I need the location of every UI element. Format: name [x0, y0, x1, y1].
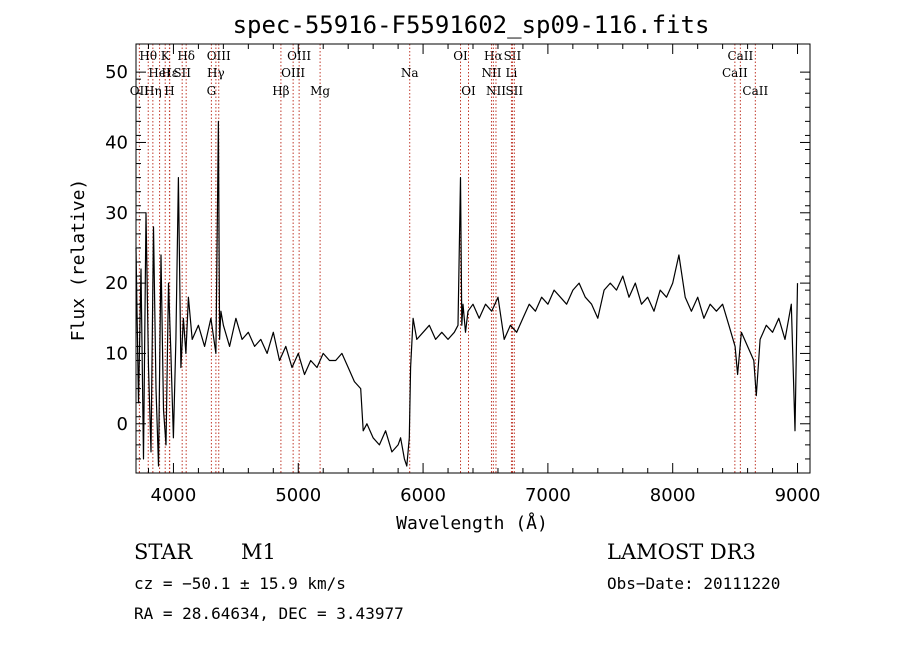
plot-frame	[135, 43, 811, 474]
emission-line-label: OII	[130, 84, 150, 98]
emission-line-label: OIII	[207, 49, 231, 63]
emission-line-label: Hγ	[207, 66, 225, 80]
y-tick-label: 40	[105, 132, 128, 153]
emission-line-label: CaII	[742, 84, 768, 98]
chart-title: spec-55916-F5591602_sp09-116.fits	[233, 11, 710, 39]
sky-coordinates: RA = 28.64634, DEC = 3.43977	[134, 604, 404, 623]
x-tick-label: 8000	[650, 485, 696, 506]
emission-line-label: SII	[505, 84, 523, 98]
y-axis-label: Flux (relative)	[68, 179, 89, 342]
y-tick-label: 30	[105, 203, 128, 224]
flux-series-line	[135, 120, 799, 467]
emission-line-label: H	[164, 84, 174, 98]
emission-line-label: CaII	[727, 49, 753, 63]
axis-ticks: 4000 5000 6000 7000 8000 9000 0 10 20 30 40 50	[105, 44, 820, 506]
y-tick-label: 20	[105, 273, 128, 294]
survey-name: LAMOST DR3	[607, 540, 756, 564]
emission-line-label: Hα	[484, 49, 503, 63]
series-layer	[135, 120, 799, 467]
emission-line-label: Mg	[310, 84, 330, 98]
emission-line-label: SII	[504, 49, 522, 63]
emission-line-label: K	[161, 49, 171, 63]
redshift-velocity: cz = −50.1 ± 15.9 km/s	[134, 574, 346, 593]
x-tick-label: 7000	[525, 485, 571, 506]
emission-line-label: HeI	[148, 66, 171, 80]
x-tick-label: 6000	[400, 485, 446, 506]
emission-line-label: SII	[173, 66, 191, 80]
emission-line-label: OI	[461, 84, 476, 98]
x-axis-label: Wavelength (Å)	[396, 512, 548, 534]
emission-line-label: OIII	[281, 66, 305, 80]
emission-line-label: NII	[481, 66, 501, 80]
emission-line-label: Li	[506, 66, 518, 80]
emission-line-label: CaII	[722, 66, 748, 80]
emission-line-label: OIII	[287, 49, 311, 63]
x-tick-label: 5000	[275, 485, 321, 506]
emission-line-label: Hδ	[177, 49, 195, 63]
observation-date: Obs−Date: 20111220	[607, 574, 780, 593]
emission-line-label: NII	[486, 84, 506, 98]
object-subclass: M1	[241, 540, 276, 564]
object-class: STAR	[134, 540, 193, 564]
emission-line-label: Hβ	[272, 84, 289, 98]
emission-line-label: Hη	[144, 84, 162, 98]
emission-line-label: Na	[401, 66, 419, 80]
y-tick-label: 0	[117, 414, 128, 435]
emission-line-label: Hθ	[139, 49, 157, 63]
x-tick-label: 9000	[775, 485, 821, 506]
emission-line-label: G	[207, 84, 217, 98]
x-tick-label: 4000	[151, 485, 197, 506]
y-tick-label: 50	[105, 62, 128, 83]
emission-line-label: OI	[453, 49, 468, 63]
y-tick-label: 10	[105, 343, 128, 364]
